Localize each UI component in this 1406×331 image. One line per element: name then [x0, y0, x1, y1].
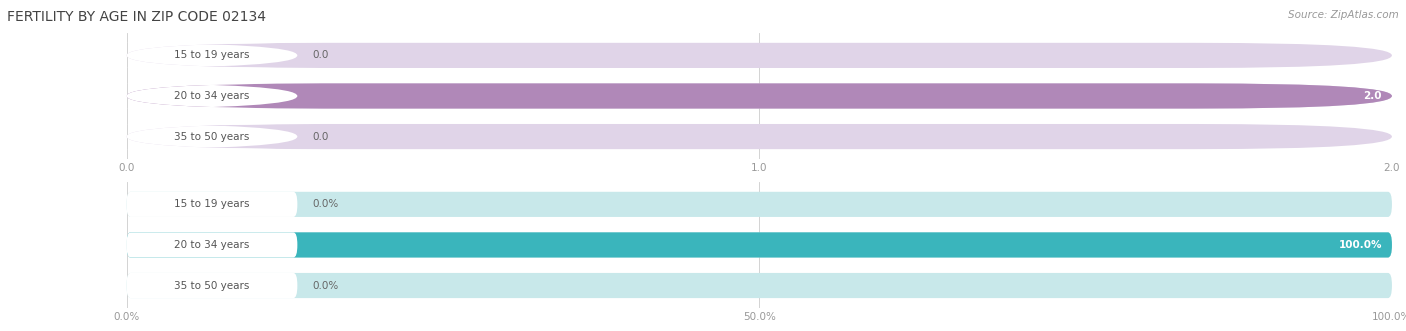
Text: 100.0%: 100.0% — [1339, 240, 1382, 250]
FancyBboxPatch shape — [127, 83, 1392, 109]
Text: Source: ZipAtlas.com: Source: ZipAtlas.com — [1288, 10, 1399, 20]
FancyBboxPatch shape — [127, 192, 298, 217]
FancyBboxPatch shape — [127, 124, 1392, 149]
FancyBboxPatch shape — [127, 43, 1392, 68]
Text: 2.0: 2.0 — [1364, 91, 1382, 101]
FancyBboxPatch shape — [127, 192, 1392, 217]
FancyBboxPatch shape — [127, 232, 1392, 258]
FancyBboxPatch shape — [127, 273, 298, 298]
Text: 20 to 34 years: 20 to 34 years — [174, 91, 250, 101]
FancyBboxPatch shape — [127, 83, 1392, 109]
FancyBboxPatch shape — [101, 124, 323, 149]
Text: 0.0%: 0.0% — [312, 280, 339, 291]
FancyBboxPatch shape — [101, 43, 323, 68]
Text: 0.0: 0.0 — [312, 50, 329, 61]
FancyBboxPatch shape — [127, 273, 1392, 298]
Text: 35 to 50 years: 35 to 50 years — [174, 131, 250, 142]
Text: 0.0%: 0.0% — [312, 199, 339, 210]
FancyBboxPatch shape — [127, 232, 1392, 258]
Text: 15 to 19 years: 15 to 19 years — [174, 50, 250, 61]
Text: FERTILITY BY AGE IN ZIP CODE 02134: FERTILITY BY AGE IN ZIP CODE 02134 — [7, 10, 266, 24]
Text: 0.0: 0.0 — [312, 131, 329, 142]
Text: 20 to 34 years: 20 to 34 years — [174, 240, 250, 250]
FancyBboxPatch shape — [101, 83, 323, 109]
Text: 35 to 50 years: 35 to 50 years — [174, 280, 250, 291]
Text: 15 to 19 years: 15 to 19 years — [174, 199, 250, 210]
FancyBboxPatch shape — [127, 232, 298, 258]
